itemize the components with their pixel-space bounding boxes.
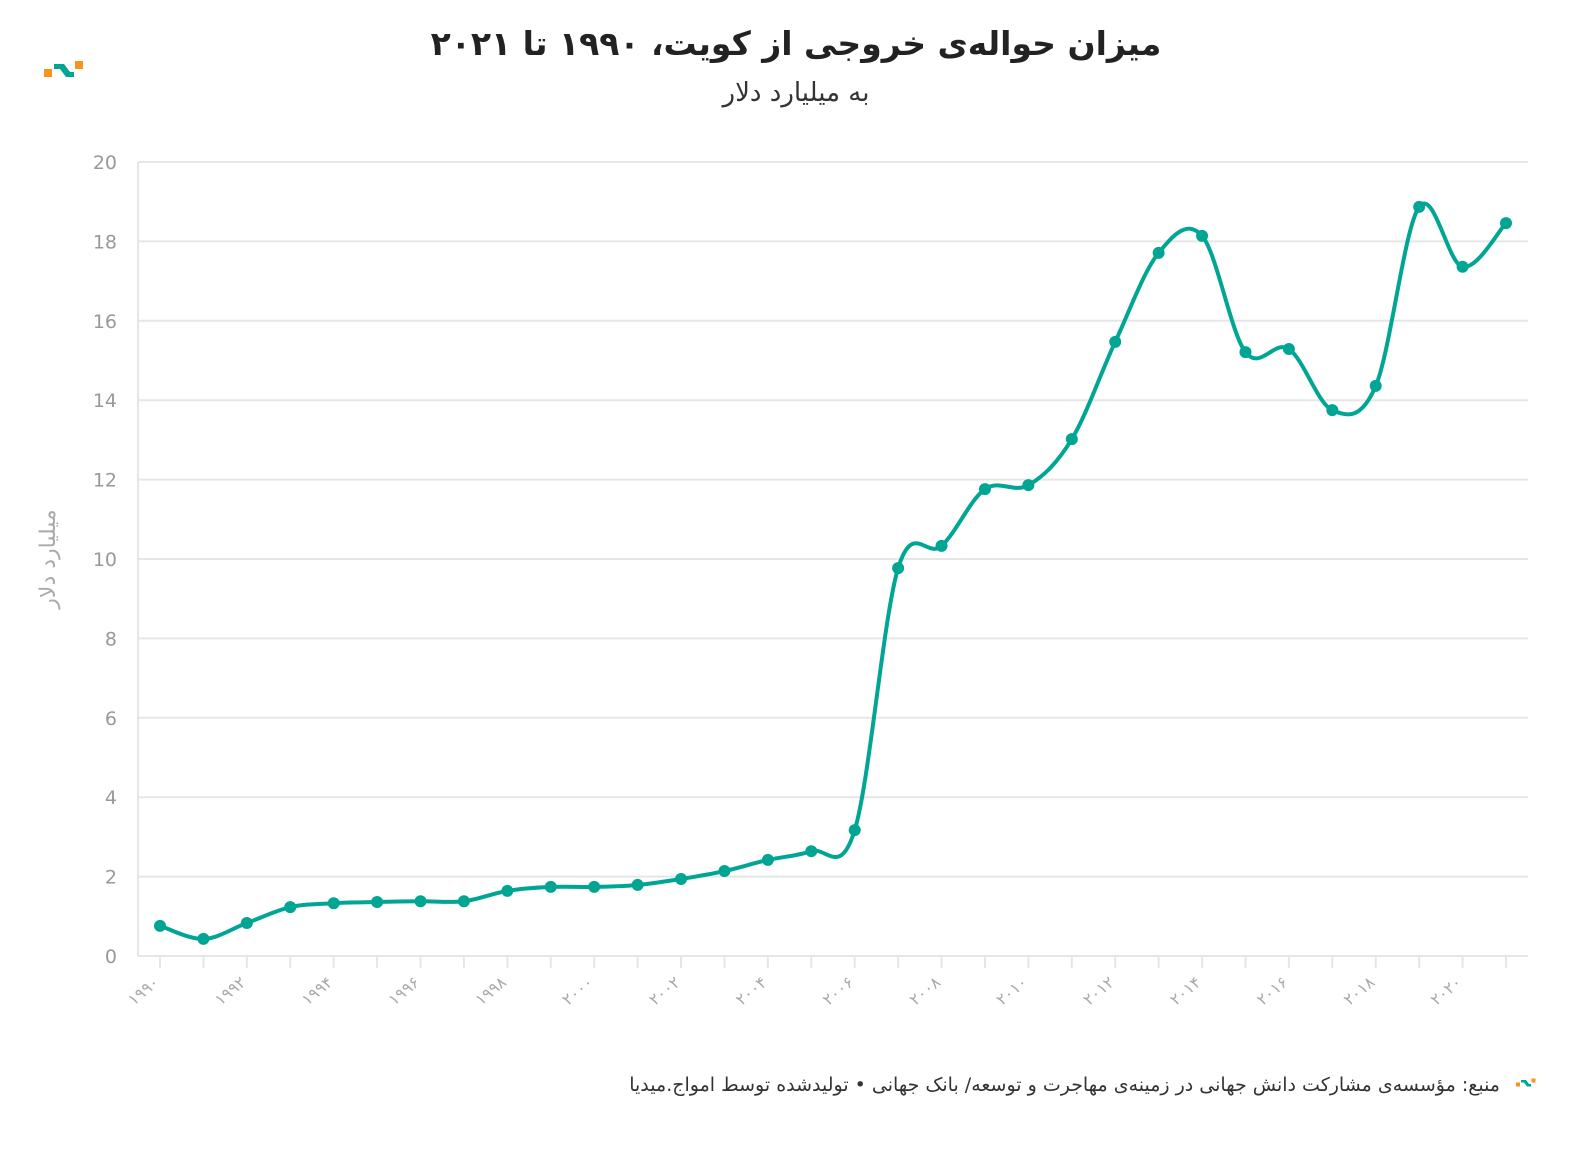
footer-logo-icon	[1516, 1078, 1536, 1087]
y-tick-label: 8	[105, 628, 117, 650]
data-point	[414, 895, 427, 908]
y-axis-label: میلیارد دلار	[36, 509, 61, 609]
data-point	[978, 483, 991, 496]
data-point	[1282, 342, 1295, 355]
x-tick-label: ۲۰۰۶	[819, 973, 858, 1010]
data-point	[1152, 246, 1165, 259]
data-point	[501, 884, 514, 897]
data-point	[371, 896, 384, 909]
data-point	[1326, 404, 1339, 417]
series-line	[159, 201, 1508, 941]
data-point	[848, 824, 861, 837]
y-tick-label: 12	[93, 470, 117, 492]
data-point	[1369, 379, 1382, 392]
x-tick-label: ۱۹۹۰	[124, 973, 163, 1010]
y-tick-label: 10	[93, 549, 117, 571]
data-point	[761, 853, 774, 866]
x-tick-label: ۱۹۹۲	[211, 973, 250, 1010]
x-tick-label: ۲۰۱۴	[1166, 973, 1205, 1010]
y-tick-label: 0	[105, 946, 117, 968]
x-tick-label: ۲۰۰۲	[645, 973, 684, 1010]
chart-subtitle: به میلیارد دلار	[722, 78, 870, 108]
y-tick-label: 16	[93, 311, 117, 333]
y-tick-label: 6	[105, 708, 117, 730]
x-tick-label: ۲۰۰۰	[558, 973, 597, 1010]
y-tick-label: 18	[93, 231, 117, 253]
data-point	[718, 865, 731, 878]
data-point	[1239, 346, 1252, 359]
source-note: منبع: مؤسسه‌ی مشارکت دانش جهانی در زمینه…	[629, 1074, 1500, 1096]
x-tick-label: ۱۹۹۸	[471, 972, 510, 1009]
data-point	[1109, 335, 1122, 348]
data-point	[1022, 479, 1035, 492]
y-tick-label: 2	[105, 867, 117, 889]
x-tick-label: ۲۰۱۸	[1340, 972, 1379, 1009]
x-tick-label: ۲۰۱۰	[992, 973, 1031, 1010]
y-tick-label: 4	[105, 787, 117, 809]
data-point	[892, 562, 905, 575]
data-point	[1456, 260, 1469, 273]
data-point	[327, 897, 340, 910]
data-point	[197, 932, 210, 945]
data-point	[284, 901, 297, 914]
data-point	[1065, 433, 1078, 446]
brand-logo-icon	[44, 61, 83, 77]
data-point	[675, 872, 688, 885]
data-point	[1196, 229, 1209, 242]
data-point	[154, 919, 166, 932]
y-tick-label: 20	[93, 152, 117, 174]
line-chart: 0 2 4 6 8 10 12 14 16 18 20 ۱۹۹۰ ۱۹۹۲ ۱۹۹۴ ۱۹۹۶ ۱۹۹۸ ۲۰۰…	[36, 152, 1528, 1010]
x-tick-label: ۲۰۱۶	[1253, 973, 1292, 1010]
data-point	[631, 878, 644, 891]
x-tick-label: ۲۰۰۸	[906, 972, 945, 1009]
data-point	[935, 539, 948, 552]
x-tick-label: ۱۹۹۶	[385, 973, 424, 1010]
x-tick-label: ۲۰۱۲	[1079, 973, 1118, 1010]
x-tick-label: ۲۰۰۴	[732, 973, 771, 1010]
data-point	[1413, 200, 1426, 213]
x-tick-label: ۲۰۲۰	[1427, 973, 1466, 1010]
data-point	[1500, 217, 1512, 230]
chart-title: میزان حواله‌ی خروجی از کویت، ۱۹۹۰ تا ۲۰۲…	[430, 24, 1162, 63]
data-point	[457, 895, 470, 908]
data-point	[805, 845, 818, 858]
data-point	[544, 880, 557, 893]
y-tick-label: 14	[93, 390, 117, 412]
data-point	[240, 917, 253, 930]
data-point	[588, 880, 601, 893]
x-tick-label: ۱۹۹۴	[298, 973, 337, 1010]
